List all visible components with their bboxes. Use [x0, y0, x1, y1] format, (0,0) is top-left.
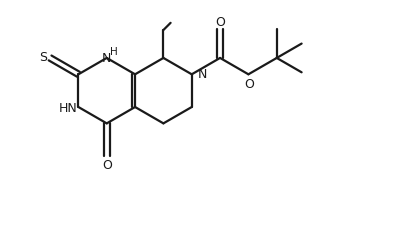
- Text: N: N: [198, 67, 207, 80]
- Text: O: O: [102, 159, 112, 172]
- Text: S: S: [39, 51, 47, 64]
- Text: O: O: [215, 16, 225, 29]
- Text: O: O: [244, 77, 254, 90]
- Text: HN: HN: [59, 101, 78, 114]
- Text: H: H: [109, 47, 117, 56]
- Text: N: N: [102, 52, 111, 65]
